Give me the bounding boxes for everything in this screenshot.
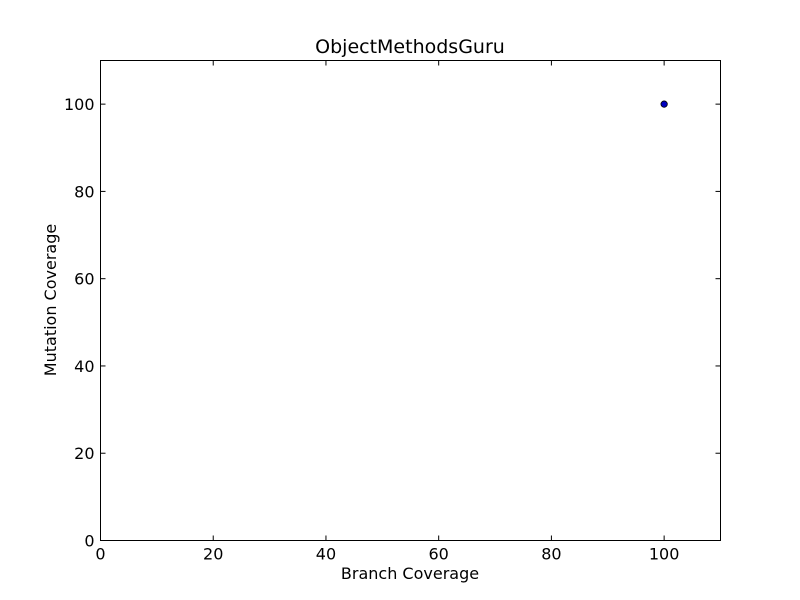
y-tick-label: 100 — [64, 95, 95, 114]
y-tick-label: 60 — [74, 270, 94, 289]
x-tick-label: 60 — [429, 545, 449, 564]
y-tick-label: 40 — [74, 357, 94, 376]
y-tick-label: 20 — [74, 444, 94, 463]
x-tick-label: 40 — [316, 545, 336, 564]
chart-title: ObjectMethodsGuru — [315, 36, 505, 58]
y-tick-label: 80 — [74, 182, 94, 201]
plot-area-frame — [100, 60, 721, 541]
x-tick-label: 0 — [95, 545, 105, 564]
x-tick-label: 80 — [541, 545, 561, 564]
x-tick-label: 20 — [203, 545, 223, 564]
ticks-layer: 0 20 40 60 80 100 0 20 40 60 80 100 — [64, 60, 721, 564]
y-tick-label: 0 — [84, 532, 94, 551]
data-point — [660, 100, 668, 108]
x-axis-label: Branch Coverage — [341, 564, 479, 583]
y-axis-label: Mutation Coverage — [41, 224, 60, 376]
points-layer — [660, 100, 668, 108]
x-tick-label: 100 — [649, 545, 680, 564]
